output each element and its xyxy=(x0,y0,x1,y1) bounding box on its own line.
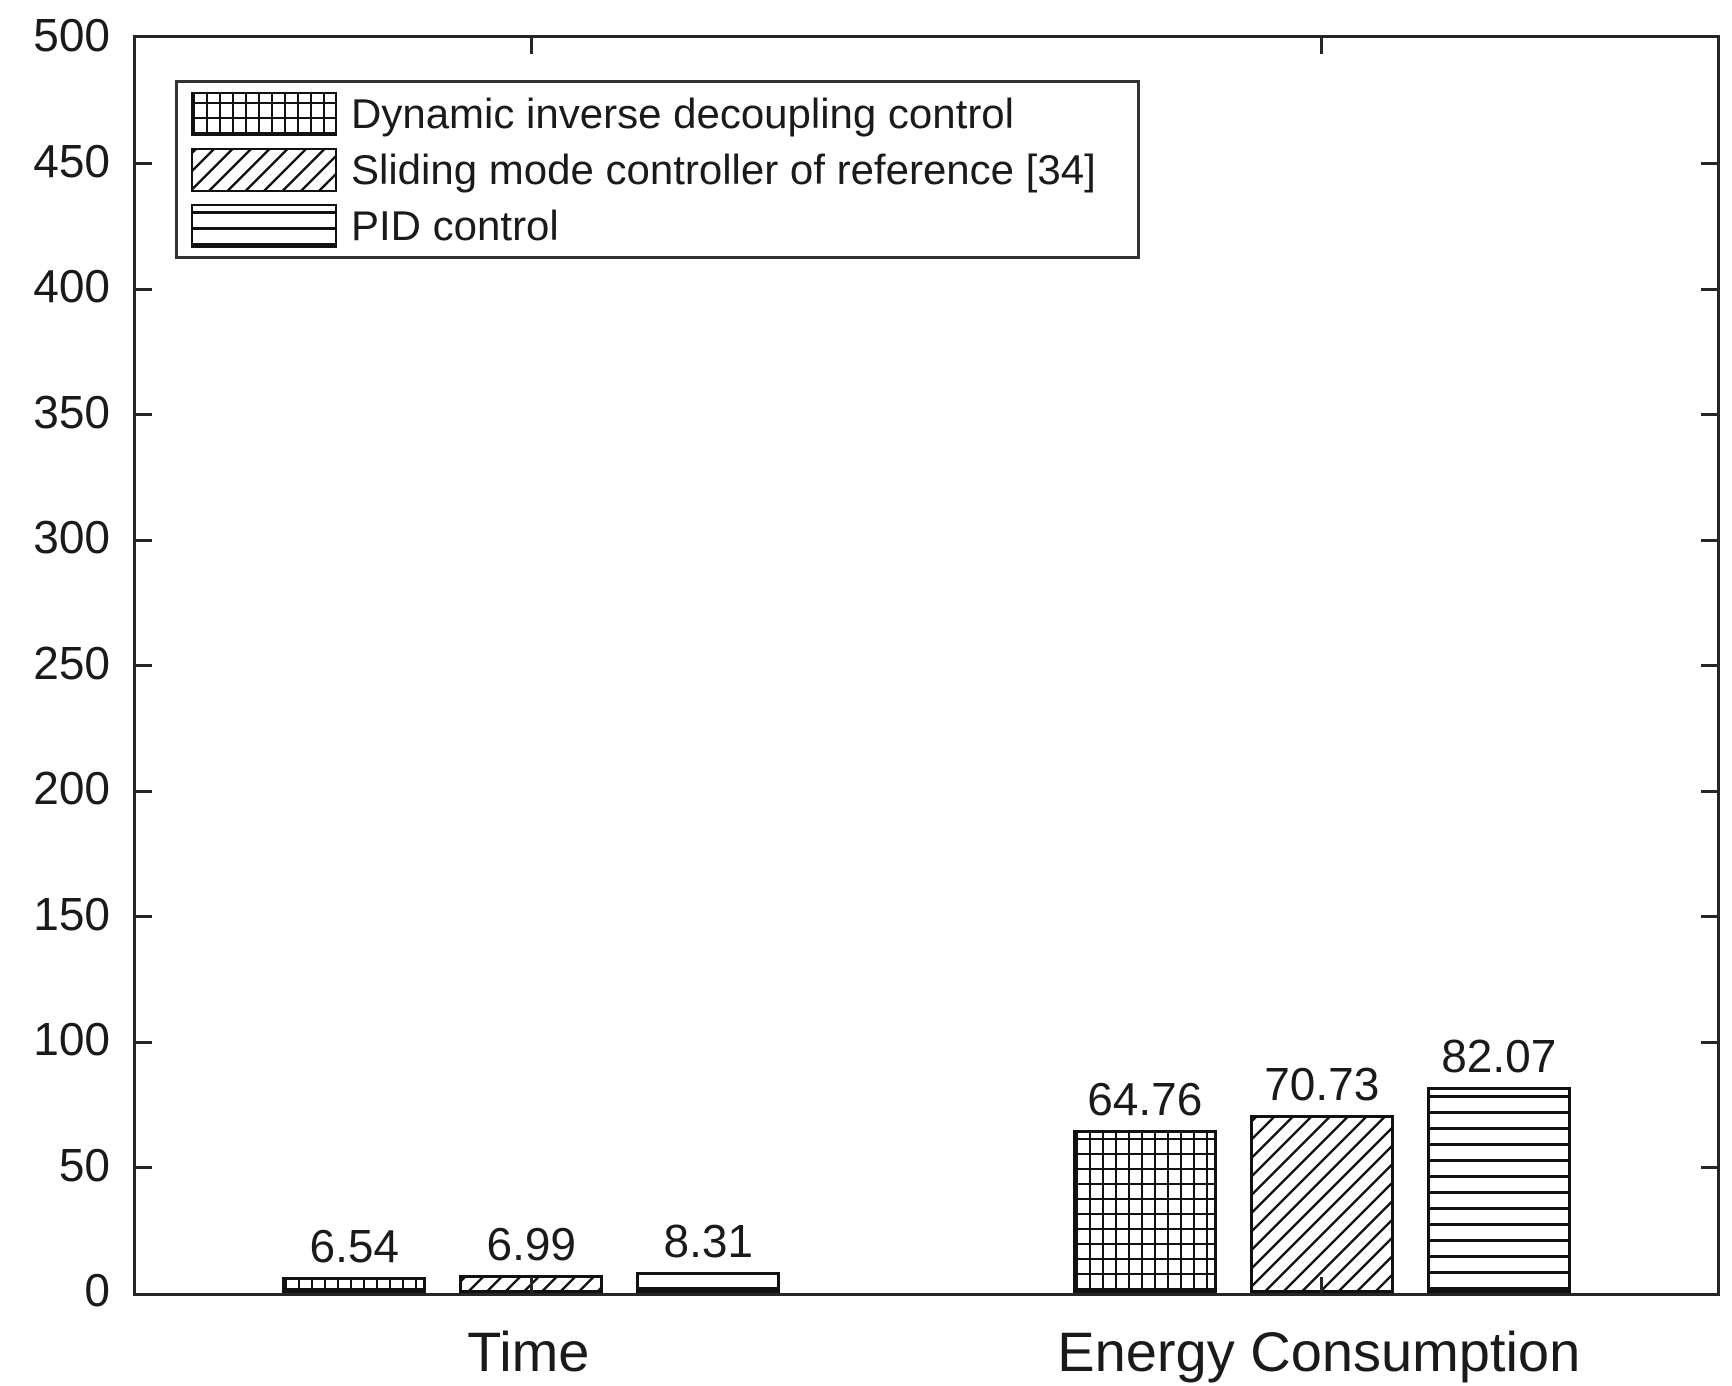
y-axis-tick-mark xyxy=(136,789,152,793)
bar-value-label: 8.31 xyxy=(663,1215,754,1268)
legend-item: Sliding mode controller of reference [34… xyxy=(191,145,1137,193)
bar-value-label: 82.07 xyxy=(1441,1030,1557,1083)
legend-swatch-horizontal-hatch-icon xyxy=(191,203,337,248)
legend-swatch-diagonal-hatch-icon xyxy=(191,147,337,192)
y-axis-tick-label: 50 xyxy=(58,1138,110,1191)
legend: Dynamic inverse decoupling control Slidi… xyxy=(175,80,1140,259)
y-axis-tick-label: 450 xyxy=(33,134,110,187)
x-category-label: Energy Consumption xyxy=(1057,1320,1581,1383)
bar-value-label: 70.73 xyxy=(1264,1058,1380,1111)
bar xyxy=(1072,1130,1217,1293)
legend-item-label: Dynamic inverse decoupling control xyxy=(351,89,1014,137)
y-axis-tick-mark xyxy=(1701,664,1717,667)
y-axis-tick-mark xyxy=(136,287,152,291)
y-axis-tick-label: 0 xyxy=(84,1264,110,1316)
y-axis-tick-mark xyxy=(136,413,152,416)
y-axis-tick-label: 350 xyxy=(33,385,110,438)
y-axis-tick-label: 500 xyxy=(33,9,110,61)
bar xyxy=(1249,1115,1394,1293)
legend-item: PID control xyxy=(191,201,1137,249)
x-axis-tick-mark xyxy=(529,1277,533,1293)
legend-item-label: PID control xyxy=(351,201,559,249)
x-axis-tick-mark xyxy=(1320,38,1324,54)
legend-item: Dynamic inverse decoupling control xyxy=(191,89,1137,137)
bar xyxy=(636,1272,781,1293)
y-axis-tick-mark xyxy=(1701,1040,1717,1044)
legend-swatch-grid-hatch-icon xyxy=(191,91,337,136)
y-axis-tick-label: 250 xyxy=(33,636,110,689)
y-axis-tick-mark xyxy=(136,1166,152,1169)
y-axis-tick-label: 200 xyxy=(33,762,110,814)
y-axis-tick-label: 100 xyxy=(33,1013,110,1065)
y-axis-tick-label: 400 xyxy=(33,260,110,312)
y-axis-tick-label: 300 xyxy=(33,511,110,563)
y-axis-tick-mark xyxy=(136,538,152,542)
x-axis-tick-mark xyxy=(1320,1277,1324,1293)
y-axis-tick-mark xyxy=(1701,287,1717,291)
y-axis-tick-label: 150 xyxy=(33,887,110,940)
plot-area: Dynamic inverse decoupling control Slidi… xyxy=(133,35,1720,1296)
bar xyxy=(1426,1087,1571,1293)
y-axis-tick-mark xyxy=(136,162,152,165)
y-axis-tick-mark xyxy=(1701,162,1717,165)
y-axis-tick-mark xyxy=(1701,1166,1717,1169)
y-axis-tick-mark xyxy=(1701,915,1717,918)
y-axis-tick-mark xyxy=(1701,789,1717,793)
y-axis-tick-mark xyxy=(1701,538,1717,542)
legend-item-label: Sliding mode controller of reference [34… xyxy=(351,145,1096,193)
y-axis-tick-mark xyxy=(136,664,152,667)
y-axis-tick-mark xyxy=(136,915,152,918)
y-axis-tick-mark xyxy=(136,1040,152,1044)
x-category-label: Time xyxy=(467,1320,590,1383)
bar-value-label: 6.54 xyxy=(309,1219,400,1272)
y-axis-tick-mark xyxy=(1701,413,1717,416)
bar xyxy=(282,1276,427,1293)
x-axis-tick-mark xyxy=(529,38,533,54)
bar-value-label: 6.99 xyxy=(486,1218,577,1271)
bar-value-label: 64.76 xyxy=(1087,1073,1203,1126)
